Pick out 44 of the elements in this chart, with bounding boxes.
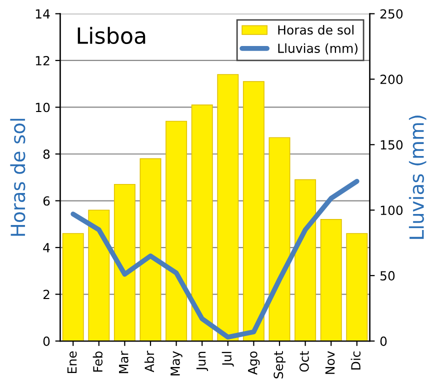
y2-tick-label: 150 — [380, 140, 403, 150]
y-tick-label: 0 — [43, 336, 50, 346]
y2-axis-title: Lluvias (mm) — [408, 116, 426, 239]
bar — [320, 219, 342, 342]
x-tick-label: Dic — [350, 352, 361, 370]
y2-tick-label: 200 — [380, 74, 403, 84]
y-tick-label: 2 — [43, 290, 50, 300]
chart-title: Lisboa — [78, 26, 146, 44]
bar — [294, 179, 316, 342]
bar — [346, 233, 368, 342]
x-tick-label: May — [170, 351, 182, 376]
x-tick-label: Jun — [196, 352, 208, 371]
x-tick-label: Feb — [92, 351, 103, 372]
y2-tick-label: 50 — [380, 271, 395, 281]
x-tick-label: Oct — [299, 351, 309, 372]
y2-tick-label: 0 — [380, 336, 387, 346]
x-tick-label: Abr — [144, 350, 154, 372]
y-tick-label: 12 — [36, 56, 50, 66]
bar — [217, 74, 239, 342]
x-tick-label: Jul — [222, 352, 234, 366]
line-series — [70, 178, 360, 340]
bar — [88, 210, 110, 342]
y-tick-label: 10 — [36, 102, 50, 112]
bar — [268, 137, 290, 342]
bar — [62, 233, 84, 342]
y-tick-label: 14 — [36, 9, 50, 18]
legend-label: Lluvias (mm) — [278, 43, 358, 54]
bar — [114, 184, 136, 342]
x-tick-label: Ago — [248, 351, 260, 375]
y-tick-label: 4 — [43, 243, 50, 252]
y2-tick-label: 100 — [380, 206, 403, 216]
legend-label: Horas de sol — [278, 24, 354, 35]
y-tick-label: 6 — [43, 196, 50, 206]
bar — [140, 158, 162, 342]
y2-tick-label: 250 — [380, 9, 403, 19]
bar — [191, 104, 213, 342]
x-tick-label: Nov — [325, 351, 335, 374]
x-tick-label: Sept — [274, 351, 286, 378]
y-tick-label: 8 — [43, 149, 50, 159]
y-axis-title: Horas de sol — [10, 118, 26, 236]
bar — [242, 81, 264, 342]
bar — [166, 120, 188, 342]
x-tick-label: Ene — [67, 351, 77, 374]
x-tick-label: Mar — [119, 350, 128, 374]
